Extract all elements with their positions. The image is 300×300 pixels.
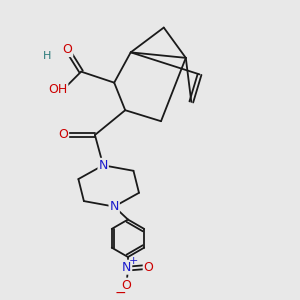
Text: O: O (62, 43, 72, 56)
Text: −: − (115, 286, 126, 299)
Text: O: O (122, 279, 131, 292)
Text: O: O (58, 128, 68, 142)
Text: O: O (144, 261, 154, 274)
Text: +: + (129, 256, 138, 266)
Text: OH: OH (48, 83, 68, 96)
Text: N: N (98, 159, 108, 172)
Text: N: N (110, 200, 119, 213)
Text: H: H (43, 52, 51, 61)
Text: N: N (122, 261, 131, 274)
